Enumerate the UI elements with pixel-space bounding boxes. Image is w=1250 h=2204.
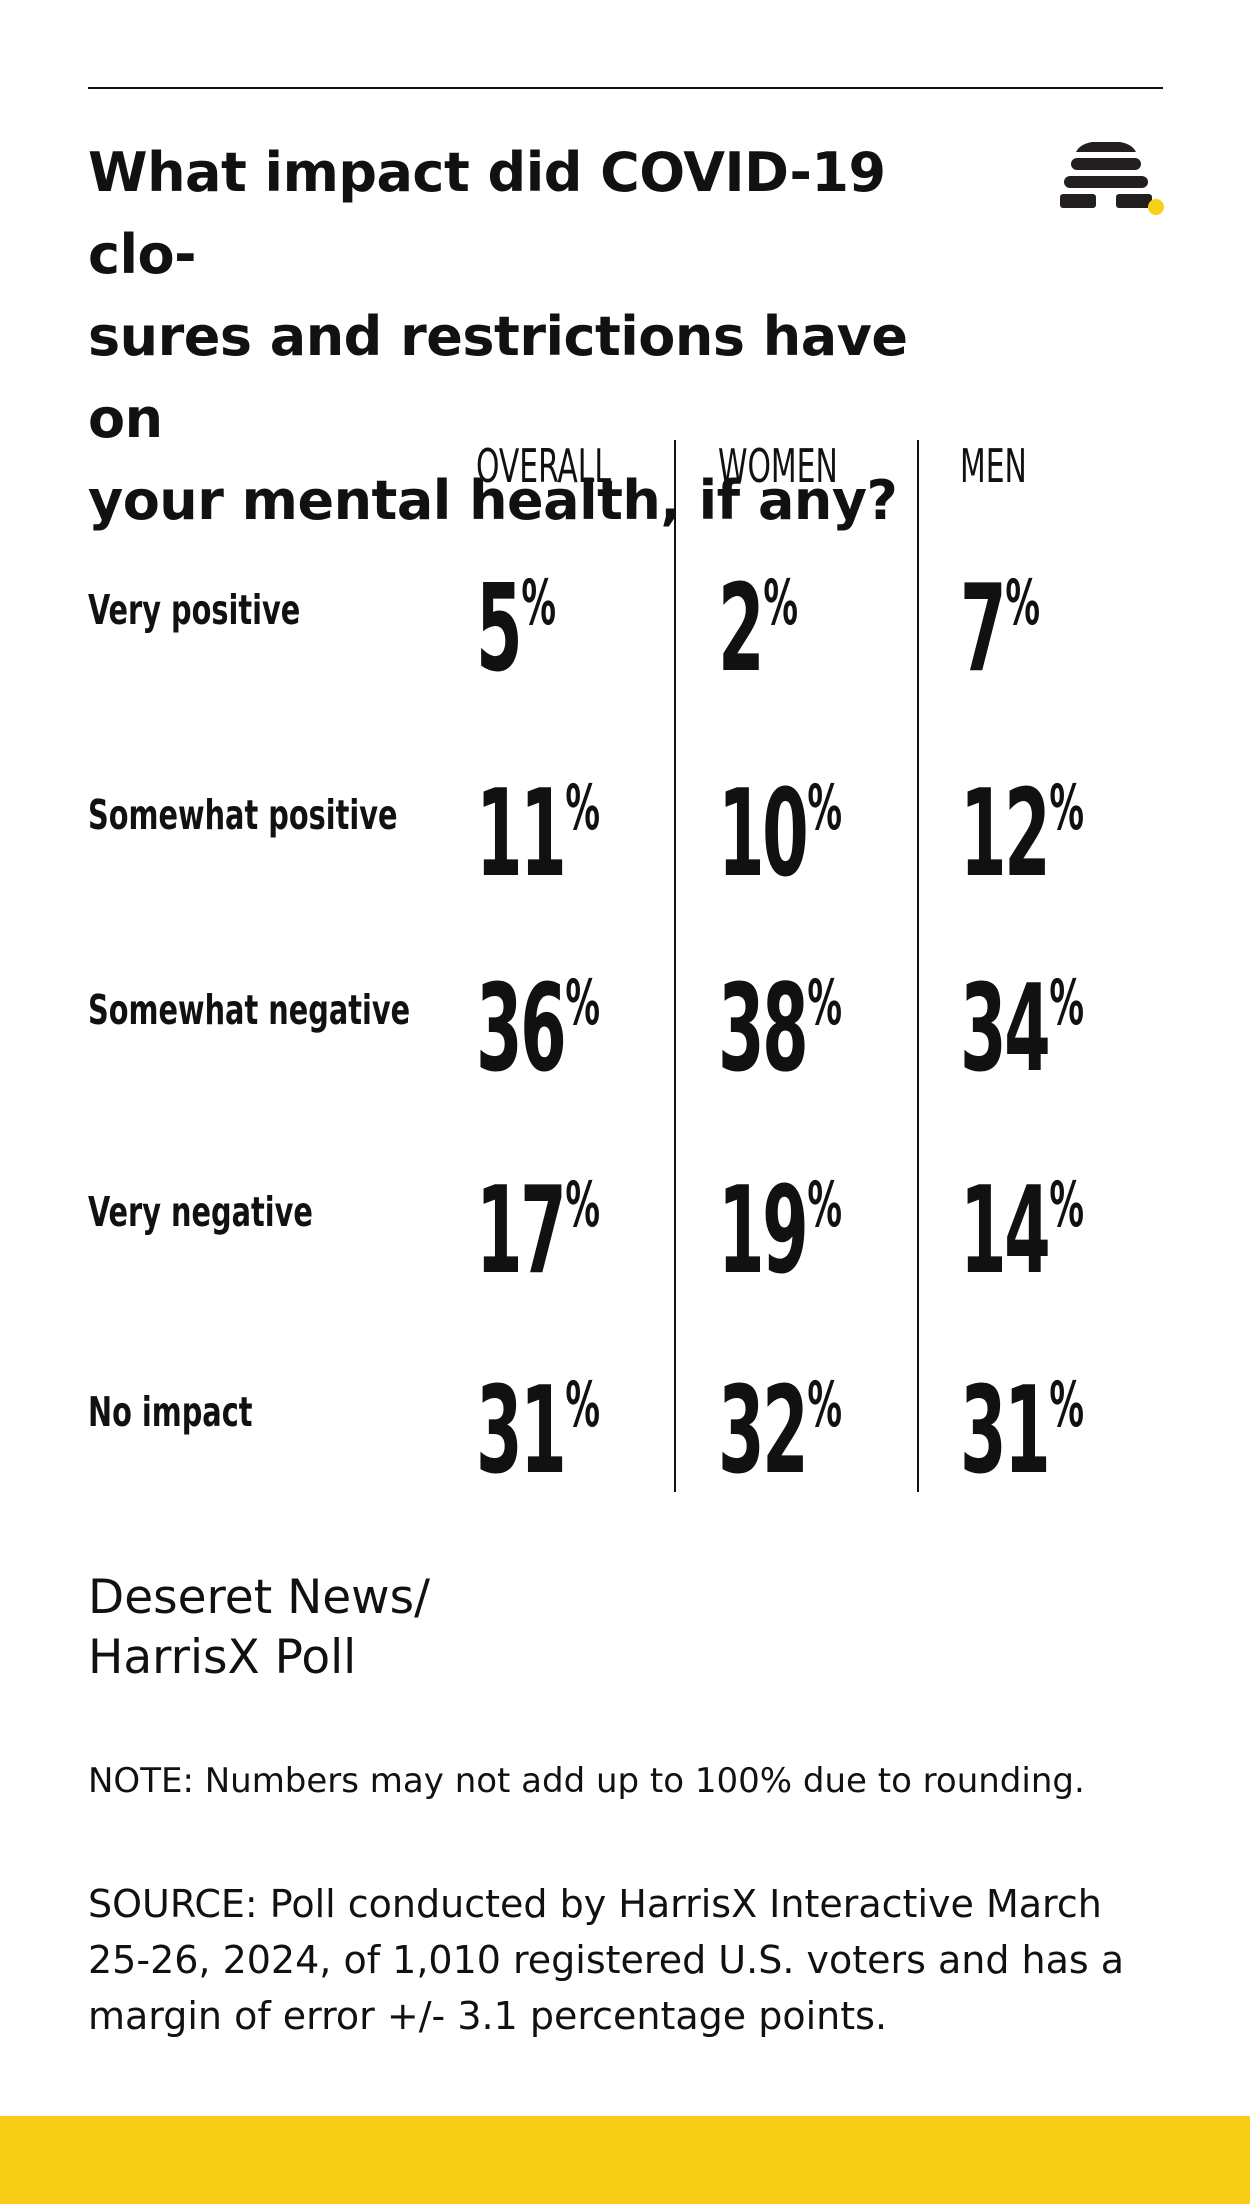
percent-value: 11% [476,743,601,900]
rounding-note: NOTE: Numbers may not add up to 100% due… [88,1761,1085,1801]
poll-name-line-1: Deseret News/ [88,1570,430,1625]
percent-number: 38 [718,960,809,1099]
percent-number: 34 [960,960,1051,1099]
percent-value: 10% [718,743,843,900]
column-header-overall: OVERALL [476,439,611,493]
percent-value: 38% [718,938,843,1095]
top-rule [88,87,1163,89]
poll-name-line-2: HarrisX Poll [88,1630,357,1685]
percent-number: 14 [960,1162,1051,1301]
percent-value: 5% [476,538,556,695]
percent-number: 32 [718,1362,809,1501]
percent-sign: % [807,1368,843,1441]
percent-number: 17 [476,1162,567,1301]
column-header-men: MEN [960,439,1027,493]
percent-value: 14% [960,1140,1085,1297]
percent-number: 11 [476,765,567,904]
percent-value: 32% [718,1340,843,1497]
percent-sign: % [565,771,601,844]
row-label: Somewhat negative [88,986,411,1034]
row-label: No impact [88,1388,253,1436]
source-text: SOURCE: Poll conducted by HarrisX Intera… [88,1876,1168,2044]
percent-sign: % [807,771,843,844]
title-line-3: your mental health, if any? [88,469,898,532]
chart-title: What impact did COVID-19 clo- sures and … [88,132,988,542]
source-line-3: margin of error +/- 3.1 percentage point… [88,1994,888,2038]
percent-sign: % [565,1368,601,1441]
percent-number: 7 [960,560,1007,699]
percent-value: 36% [476,938,601,1095]
percent-sign: % [807,966,843,1039]
percent-value: 2% [718,538,798,695]
beehive-icon [1060,142,1164,215]
footer-bar [0,2116,1250,2204]
percent-sign: % [565,966,601,1039]
percent-number: 5 [476,560,523,699]
percent-value: 34% [960,938,1085,1095]
percent-sign: % [1049,771,1085,844]
source-line-2: 25-26, 2024, of 1,010 registered U.S. vo… [88,1938,1125,1982]
percent-value: 31% [476,1340,601,1497]
percent-value: 17% [476,1140,601,1297]
percent-number: 19 [718,1162,809,1301]
percent-sign: % [565,1168,601,1241]
column-divider [674,440,676,1492]
percent-number: 36 [476,960,567,1099]
results-table: OVERALL WOMEN MEN Very positive 5% 2% 7% Somewh… [88,439,1085,1497]
percent-value: 31% [960,1340,1085,1497]
percent-sign: % [1049,966,1085,1039]
column-header-women: WOMEN [718,439,838,493]
percent-sign: % [1049,1168,1085,1241]
poll-name: Deseret News/ HarrisX Poll [88,1568,588,1688]
percent-value: 19% [718,1140,843,1297]
percent-sign: % [1005,566,1040,639]
percent-sign: % [1049,1368,1085,1441]
row-label: Somewhat positive [88,791,398,839]
source-line-1: SOURCE: Poll conducted by HarrisX Intera… [88,1882,1102,1926]
row-label: Very positive [88,586,301,634]
column-divider [917,440,919,1492]
percent-value: 7% [960,538,1040,695]
row-label: Very negative [88,1188,313,1236]
title-line-2: sures and restrictions have on [88,305,908,450]
title-line-1: What impact did COVID-19 clo- [88,141,886,286]
percent-number: 31 [960,1362,1051,1501]
percent-sign: % [807,1168,843,1241]
percent-number: 12 [960,765,1051,904]
percent-number: 2 [718,560,765,699]
percent-number: 31 [476,1362,567,1501]
percent-sign: % [521,566,556,639]
percent-sign: % [763,566,798,639]
percent-value: 12% [960,743,1085,900]
percent-number: 10 [718,765,809,904]
